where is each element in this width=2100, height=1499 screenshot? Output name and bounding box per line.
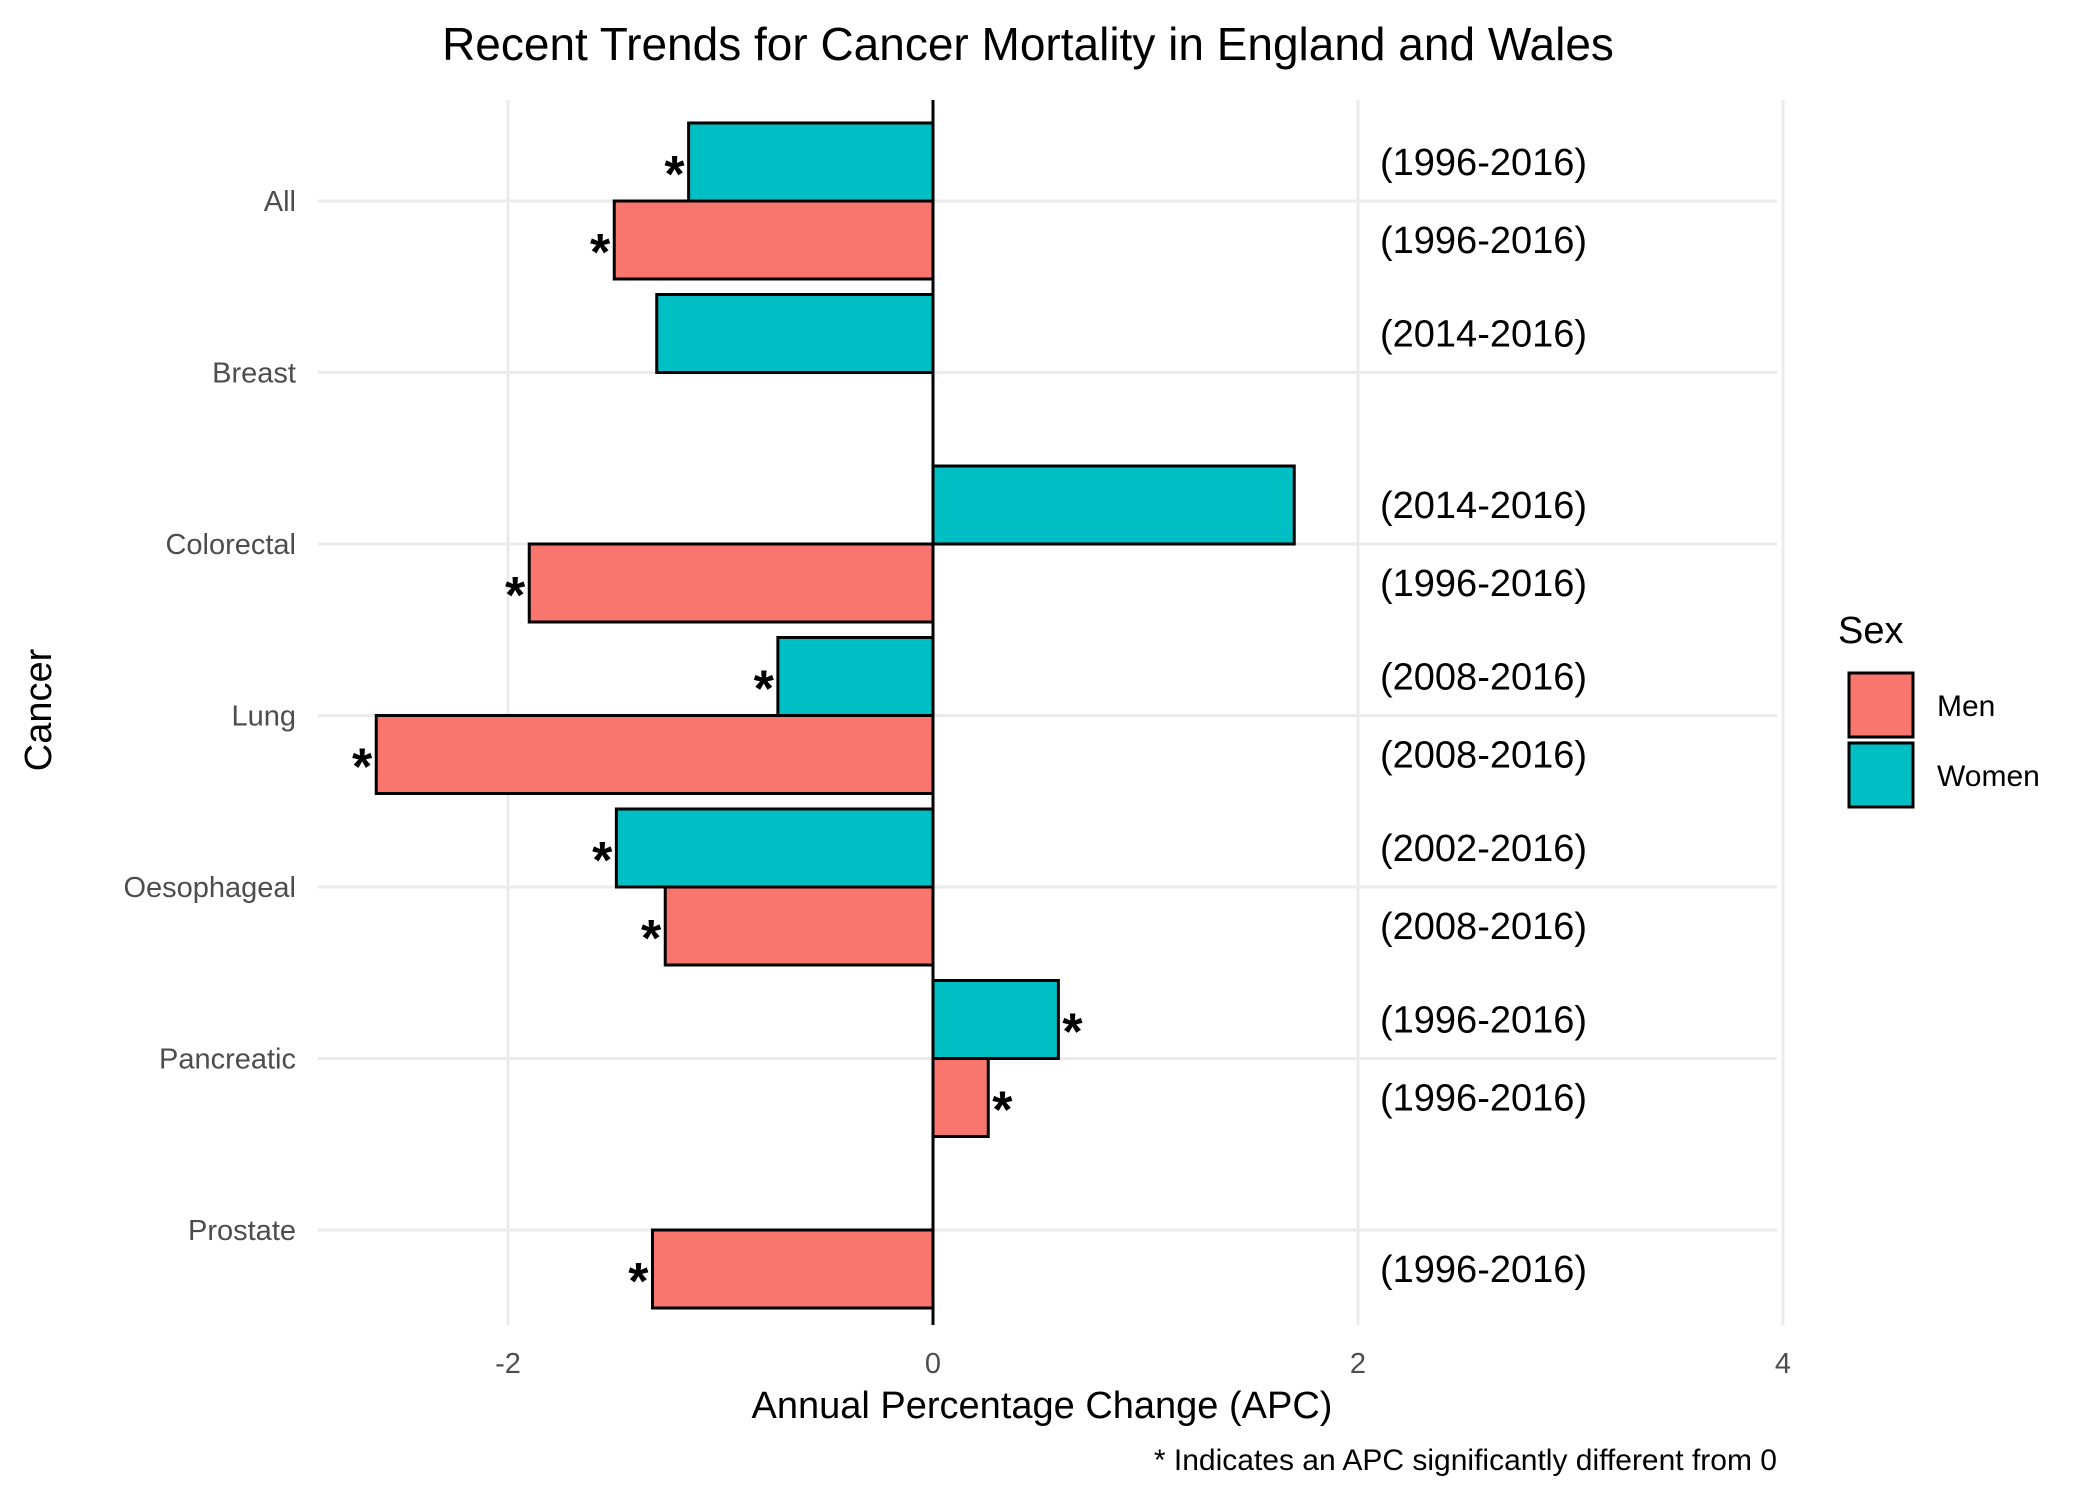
bar-men bbox=[612, 199, 935, 281]
period-label: (1996-2016) bbox=[1380, 1078, 1587, 1120]
period-label: (1996-2016) bbox=[1380, 563, 1587, 605]
y-axis-tick-labels: All Breast Colorectal Lung Oesophageal Pancre… bbox=[123, 186, 296, 1247]
legend-swatch-men bbox=[1847, 671, 1915, 739]
chart-title: Recent Trends for Cancer Mortality in En… bbox=[442, 18, 1614, 70]
bar-women bbox=[655, 293, 935, 374]
x-tick-label: -2 bbox=[495, 1348, 521, 1380]
legend: Sex Men Women bbox=[1838, 610, 2040, 809]
significance-star: * bbox=[664, 146, 685, 204]
x-axis-tick-labels: -2 0 2 4 bbox=[495, 1348, 1791, 1380]
y-axis-title: Cancer bbox=[18, 648, 60, 771]
y-tick-label: Colorectal bbox=[165, 529, 296, 561]
significance-star: * bbox=[1062, 1004, 1083, 1062]
bar-women bbox=[614, 807, 935, 889]
significance-markers: * * * * * * * * * * bbox=[352, 146, 1083, 1311]
bars bbox=[374, 121, 1296, 1310]
x-axis-title: Annual Percentage Change (APC) bbox=[752, 1385, 1333, 1427]
period-label: (2008-2016) bbox=[1380, 735, 1587, 777]
period-label: (1996-2016) bbox=[1380, 1000, 1587, 1042]
y-tick-label: Lung bbox=[231, 701, 296, 733]
significance-star: * bbox=[641, 910, 662, 968]
period-label: (2014-2016) bbox=[1380, 485, 1587, 527]
x-tick-label: 0 bbox=[925, 1348, 941, 1380]
bar-men bbox=[931, 1057, 990, 1138]
period-labels: (1996-2016) (1996-2016) (2008-2016) (2008-2… bbox=[1380, 142, 1587, 1291]
significance-star: * bbox=[754, 661, 775, 719]
bar-men bbox=[527, 542, 935, 624]
significance-star: * bbox=[592, 832, 613, 890]
period-label: (2008-2016) bbox=[1380, 657, 1587, 699]
significance-star: * bbox=[628, 1253, 649, 1311]
significance-star: * bbox=[505, 567, 526, 625]
y-tick-label: Pancreatic bbox=[159, 1044, 296, 1076]
y-tick-label: Prostate bbox=[188, 1215, 296, 1247]
bar-men bbox=[651, 1228, 935, 1310]
period-label: (1996-2016) bbox=[1380, 220, 1587, 262]
y-tick-label: Breast bbox=[212, 358, 296, 390]
bar-women bbox=[776, 636, 935, 717]
legend-title: Sex bbox=[1838, 610, 1903, 652]
legend-label-men: Men bbox=[1937, 690, 1995, 723]
bar-men bbox=[374, 714, 935, 795]
grid bbox=[318, 100, 1785, 1325]
y-tick-label: Oesophageal bbox=[123, 872, 296, 904]
bar-women bbox=[931, 464, 1296, 546]
x-tick-label: 2 bbox=[1350, 1348, 1366, 1380]
legend-label-women: Women bbox=[1937, 760, 2040, 793]
period-label: (1996-2016) bbox=[1380, 1249, 1587, 1291]
bar-women bbox=[931, 979, 1060, 1060]
bar-women bbox=[687, 121, 935, 203]
period-label: (1996-2016) bbox=[1380, 142, 1587, 184]
period-label: (2002-2016) bbox=[1380, 828, 1587, 870]
legend-swatch-women bbox=[1847, 741, 1915, 809]
significance-star: * bbox=[352, 739, 373, 797]
y-tick-label: All bbox=[264, 186, 296, 218]
chart-caption: * Indicates an APC significantly differe… bbox=[1154, 1444, 1777, 1477]
period-label: (2008-2016) bbox=[1380, 906, 1587, 948]
bar-men bbox=[663, 885, 935, 967]
significance-star: * bbox=[992, 1082, 1013, 1140]
significance-star: * bbox=[590, 224, 611, 282]
x-tick-label: 4 bbox=[1775, 1348, 1791, 1380]
period-label: (2014-2016) bbox=[1380, 314, 1587, 356]
